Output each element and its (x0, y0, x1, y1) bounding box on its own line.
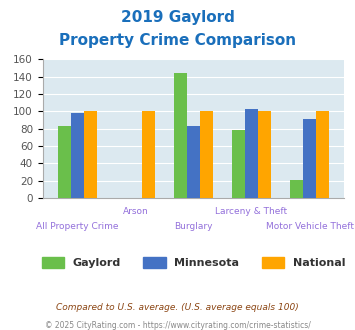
Bar (316, 112, 329, 198)
Bar (58, 126, 71, 198)
Bar (84, 112, 97, 198)
Text: Burglary: Burglary (174, 222, 213, 231)
Text: Arson: Arson (122, 207, 148, 216)
Bar (71, 113, 84, 198)
Legend: Gaylord, Minnesota, National: Gaylord, Minnesota, National (37, 252, 350, 273)
Text: Compared to U.S. average. (U.S. average equals 100): Compared to U.S. average. (U.S. average … (56, 303, 299, 312)
Bar (303, 119, 316, 198)
Text: Motor Vehicle Theft: Motor Vehicle Theft (266, 222, 354, 231)
Text: All Property Crime: All Property Crime (36, 222, 119, 231)
Bar (200, 112, 213, 198)
Bar (290, 180, 303, 198)
Text: Larceny & Theft: Larceny & Theft (215, 207, 288, 216)
Bar (233, 130, 245, 198)
Bar (187, 126, 200, 198)
Text: © 2025 CityRating.com - https://www.cityrating.com/crime-statistics/: © 2025 CityRating.com - https://www.city… (45, 321, 310, 330)
Bar (142, 112, 154, 198)
Bar (174, 73, 187, 198)
Text: Property Crime Comparison: Property Crime Comparison (59, 33, 296, 48)
Text: 2019 Gaylord: 2019 Gaylord (121, 10, 234, 25)
Bar (258, 112, 271, 198)
Bar (245, 109, 258, 198)
